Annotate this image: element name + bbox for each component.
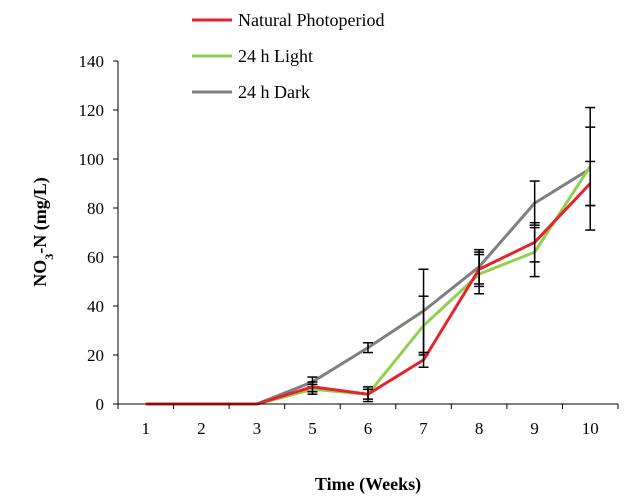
x-axis-title: Time (Weeks)	[315, 474, 421, 495]
y-tick-label: 140	[79, 52, 105, 71]
legend-item: 24 h Dark	[192, 82, 310, 102]
y-axis-title-subscript: 3	[42, 254, 56, 260]
error-bar	[363, 388, 373, 400]
legend-label: Natural Photoperiod	[238, 10, 384, 30]
y-tick-label: 0	[96, 395, 105, 414]
x-tick-label: 7	[419, 419, 428, 438]
x-tick-label: 5	[308, 419, 317, 438]
x-tick-label: 6	[364, 419, 373, 438]
y-axis-title-base: NO	[30, 260, 50, 287]
legend-item: 24 h Light	[192, 46, 313, 66]
y-tick-label: 60	[87, 248, 104, 267]
tick-labels: 0 20 40 60 80 100 120 140 1 2 3 5 6 7 8 9 10	[79, 52, 599, 438]
x-tick-label: 3	[253, 419, 262, 438]
y-tick-label: 20	[87, 346, 104, 365]
y-tick-label: 100	[79, 150, 105, 169]
y-tick-label: 120	[79, 101, 105, 120]
series-24-h-light	[145, 126, 596, 406]
legend-label: 24 h Dark	[238, 82, 310, 102]
y-tick-label: 40	[87, 297, 104, 316]
y-tick-label: 80	[87, 199, 104, 218]
x-tick-label: 2	[197, 419, 206, 438]
legend-label: 24 h Light	[238, 46, 313, 66]
error-bar	[418, 351, 429, 368]
error-bar	[529, 180, 540, 226]
y-axis-title: NO3-N (mg/L)	[30, 177, 56, 286]
x-tick-label: 1	[142, 419, 151, 438]
y-axis-title-rest: -N (mg/L)	[30, 177, 51, 253]
x-tick-label: 10	[582, 419, 599, 438]
legend: Natural Photoperiod 24 h Light 24 h Dark	[192, 10, 384, 102]
error-bar	[474, 251, 485, 288]
error-bar	[585, 160, 596, 207]
error-bar	[307, 381, 318, 393]
error-bar	[529, 221, 540, 263]
series-natural-photoperiod	[145, 160, 596, 406]
legend-item: Natural Photoperiod	[192, 10, 384, 30]
series-line	[145, 165, 592, 406]
x-tick-label: 8	[475, 419, 484, 438]
series-line	[145, 167, 592, 406]
x-tick-label: 9	[530, 419, 539, 438]
error-bar	[418, 295, 429, 356]
axes	[113, 60, 619, 409]
plot-area	[145, 106, 596, 406]
error-bar	[363, 342, 373, 354]
